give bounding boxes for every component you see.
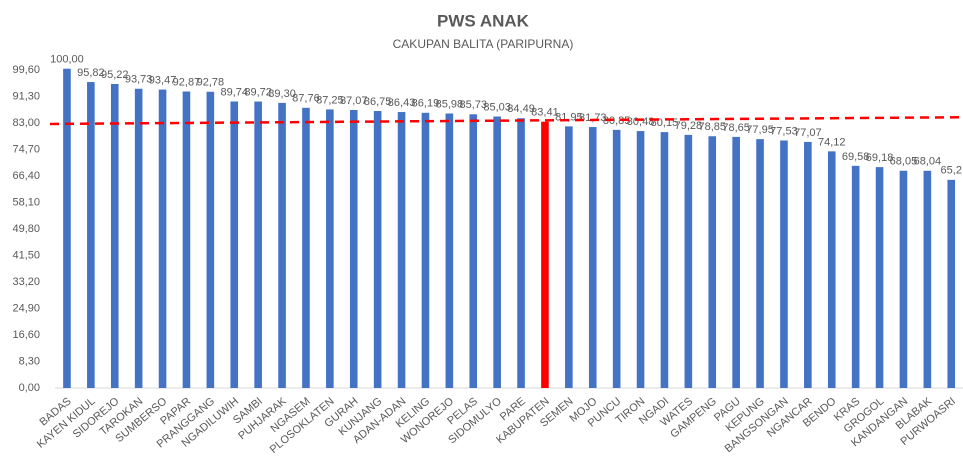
data-label: 87,76 [292,93,320,105]
data-label: 92,78 [197,77,225,89]
data-label: 80,48 [627,116,655,128]
y-tick-label: 74,70 [12,143,40,155]
data-label: 78,85 [698,121,726,133]
data-label: 77,95 [746,124,774,136]
bar [493,116,501,388]
data-label: 85,03 [483,101,511,113]
data-label: 95,82 [77,67,105,79]
bar [565,126,573,388]
data-label: 86,75 [364,96,392,108]
bar [421,112,430,388]
data-label: 80,85 [603,115,631,127]
data-label: 100,00 [50,54,84,66]
data-label: 93,47 [149,74,177,86]
bar [612,129,621,389]
bar [63,68,71,388]
data-label: 89,72 [244,86,272,98]
bar [684,134,693,388]
bar [158,89,167,388]
bar [899,170,908,388]
y-tick-label: 66,40 [12,170,40,182]
data-label: 68,04 [914,156,942,168]
y-tick-label: 24,90 [12,302,40,314]
y-tick-label: 49,80 [12,223,40,235]
y-tick-label: 33,20 [12,276,40,288]
bar [469,114,478,388]
bar [541,121,549,388]
y-tick-label: 41,50 [12,249,40,261]
bar [87,82,95,389]
target-line [49,116,962,126]
data-label: 69,18 [866,152,894,164]
bar [517,118,525,388]
y-tick-label: 8,30 [19,355,40,367]
data-label: 81,73 [579,112,607,124]
data-label: 92,87 [173,76,201,88]
data-label: 69,58 [842,151,870,163]
bar [278,102,286,388]
y-tick-label: 83,00 [12,117,40,129]
bar [947,179,956,388]
bar [636,131,645,388]
bar [397,112,406,388]
bar [182,91,191,388]
data-label: 95,22 [101,69,129,81]
data-label: 83,41 [531,107,559,119]
bar [851,165,860,388]
y-tick-label: 0,00 [19,382,40,394]
data-label: 77,53 [770,125,798,137]
bar [206,91,215,389]
data-label: 85,98 [436,98,464,110]
y-tick-label: 58,10 [12,196,40,208]
bar [254,101,262,388]
data-label: 87,25 [316,94,344,106]
data-label: 68,05 [890,156,918,168]
bar [660,132,669,388]
bar [923,170,932,388]
data-label: 65,2 [941,165,962,177]
bar [230,101,239,389]
bar [110,83,119,388]
bar [827,151,836,388]
data-label: 86,43 [388,97,416,109]
data-label: 79,28 [675,120,703,132]
bar [302,107,310,389]
bar [875,167,884,388]
bar [373,111,382,389]
bar [708,136,717,388]
chart-title: PWS ANAK [437,11,530,30]
bar [756,139,764,388]
chart-subtitle: CAKUPAN BALITA (PARIPURNA) [393,37,574,51]
y-tick-label: 91,30 [12,90,40,102]
data-label: 78,65 [722,122,750,134]
bar [326,109,334,388]
bar [445,113,454,389]
y-tick-label: 99,60 [12,64,40,76]
data-label: 93,73 [125,74,153,86]
data-label: 89,74 [220,86,248,98]
data-label: 84,49 [507,103,535,115]
data-label: 85,73 [459,99,487,111]
bar [349,110,358,388]
bar [588,127,597,389]
data-label: 77,07 [794,127,822,139]
data-label: 86,19 [412,98,440,110]
data-label: 87,07 [340,95,368,107]
bar [804,141,812,388]
data-label: 89,30 [268,88,296,100]
data-label: 74,12 [818,136,846,148]
bar [780,140,788,388]
bar [732,136,740,388]
y-tick-label: 16,60 [12,329,40,341]
bar [134,88,143,388]
